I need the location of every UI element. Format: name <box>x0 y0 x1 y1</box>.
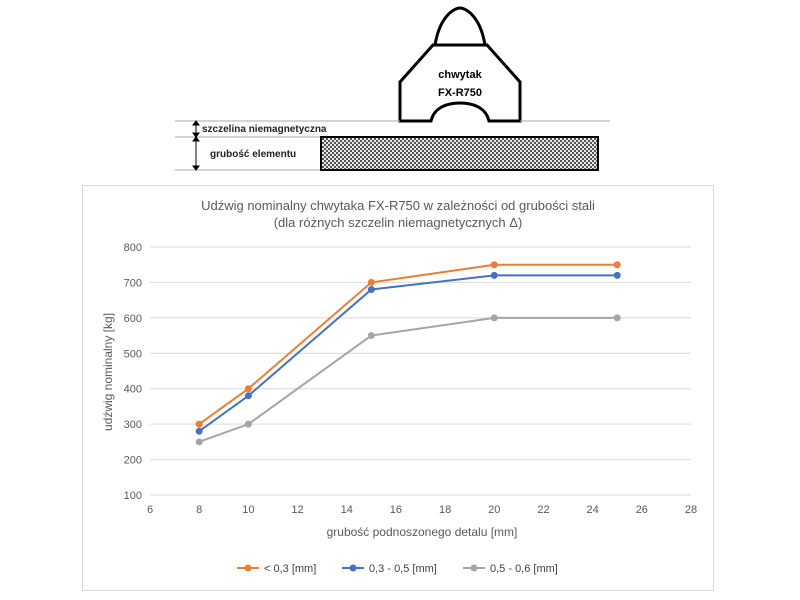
gripper-diagram: chwytak FX-R750 szczelina niemagnetyczna… <box>175 6 610 171</box>
x-tick-label: 12 <box>291 504 303 516</box>
chart-title: Udźwig nominalny chwytaka FX-R750 w zale… <box>201 198 595 213</box>
gap-label: szczelina niemagnetyczna <box>202 124 327 135</box>
x-tick-label: 24 <box>587 504 599 516</box>
y-tick-label: 300 <box>124 419 142 431</box>
data-point <box>613 261 621 269</box>
legend-swatch-marker <box>470 564 478 572</box>
legend-item: 0,5 - 0,6 [mm] <box>463 563 558 575</box>
chart-grid <box>150 246 691 496</box>
y-axis-title: udźwig nominalny [kg] <box>101 313 115 431</box>
data-point <box>613 314 621 322</box>
data-point <box>195 438 203 446</box>
x-tick-label: 20 <box>488 504 500 516</box>
y-tick-labels: 100 200 300 400 500 600 700 800 <box>124 242 142 502</box>
data-point <box>490 314 498 322</box>
x-tick-label: 22 <box>537 504 549 516</box>
data-point <box>244 420 252 428</box>
data-point <box>367 278 375 286</box>
series-0 <box>195 261 621 428</box>
chart-subtitle: (dla różnych szczelin niemagnetycznych Δ… <box>274 215 523 230</box>
x-tick-label: 26 <box>636 504 648 516</box>
chart-legend: < 0,3 [mm] 0,3 - 0,5 [mm] 0,5 - 0,6 [mm] <box>237 563 558 575</box>
data-point <box>613 271 621 279</box>
x-tick-label: 10 <box>242 504 254 516</box>
x-tick-label: 28 <box>685 504 697 516</box>
gripper-handle <box>433 6 487 47</box>
thickness-label: grubość elementu <box>210 149 296 160</box>
legend-swatch-marker <box>244 564 252 572</box>
x-tick-label: 8 <box>196 504 202 516</box>
y-tick-label: 400 <box>124 384 142 396</box>
data-point <box>195 427 203 435</box>
y-tick-label: 600 <box>124 313 142 325</box>
legend-item: 0,3 - 0,5 [mm] <box>342 563 437 575</box>
x-tick-label: 14 <box>341 504 353 516</box>
series-1 <box>195 271 621 435</box>
y-tick-label: 100 <box>124 490 142 502</box>
series-line <box>198 263 618 425</box>
steel-plate <box>320 136 599 171</box>
data-point <box>244 392 252 400</box>
x-tick-label: 6 <box>147 504 153 516</box>
y-tick-label: 700 <box>124 277 142 289</box>
legend-label: 0,3 - 0,5 [mm] <box>369 563 437 575</box>
data-point <box>490 261 498 269</box>
chart-frame <box>82 185 714 591</box>
x-tick-labels: 6 8 10 12 14 16 18 20 22 24 26 28 <box>147 504 697 516</box>
y-tick-label: 800 <box>124 242 142 254</box>
gripper-label-name: FX-R750 <box>438 87 482 99</box>
y-tick-label: 500 <box>124 348 142 360</box>
legend-label: < 0,3 [mm] <box>264 563 316 575</box>
legend-label: 0,5 - 0,6 [mm] <box>490 563 558 575</box>
data-point <box>367 286 375 294</box>
data-point <box>367 332 375 340</box>
legend-swatch-marker <box>349 564 357 572</box>
data-point <box>490 271 498 279</box>
chart-series <box>195 261 621 446</box>
gap-dimension-arrow <box>192 120 200 138</box>
data-point <box>195 420 203 428</box>
data-point <box>244 385 252 393</box>
x-axis-title: grubość podnoszonego detalu [mm] <box>327 525 518 539</box>
x-tick-label: 16 <box>390 504 402 516</box>
series-2 <box>195 314 621 446</box>
y-tick-label: 200 <box>124 455 142 467</box>
x-tick-label: 18 <box>439 504 451 516</box>
gripper-body <box>398 43 522 123</box>
gripper-label-model: chwytak <box>438 69 482 81</box>
legend-item: < 0,3 [mm] <box>237 563 316 575</box>
thickness-dimension-arrow <box>192 136 200 171</box>
series-line <box>198 316 618 443</box>
